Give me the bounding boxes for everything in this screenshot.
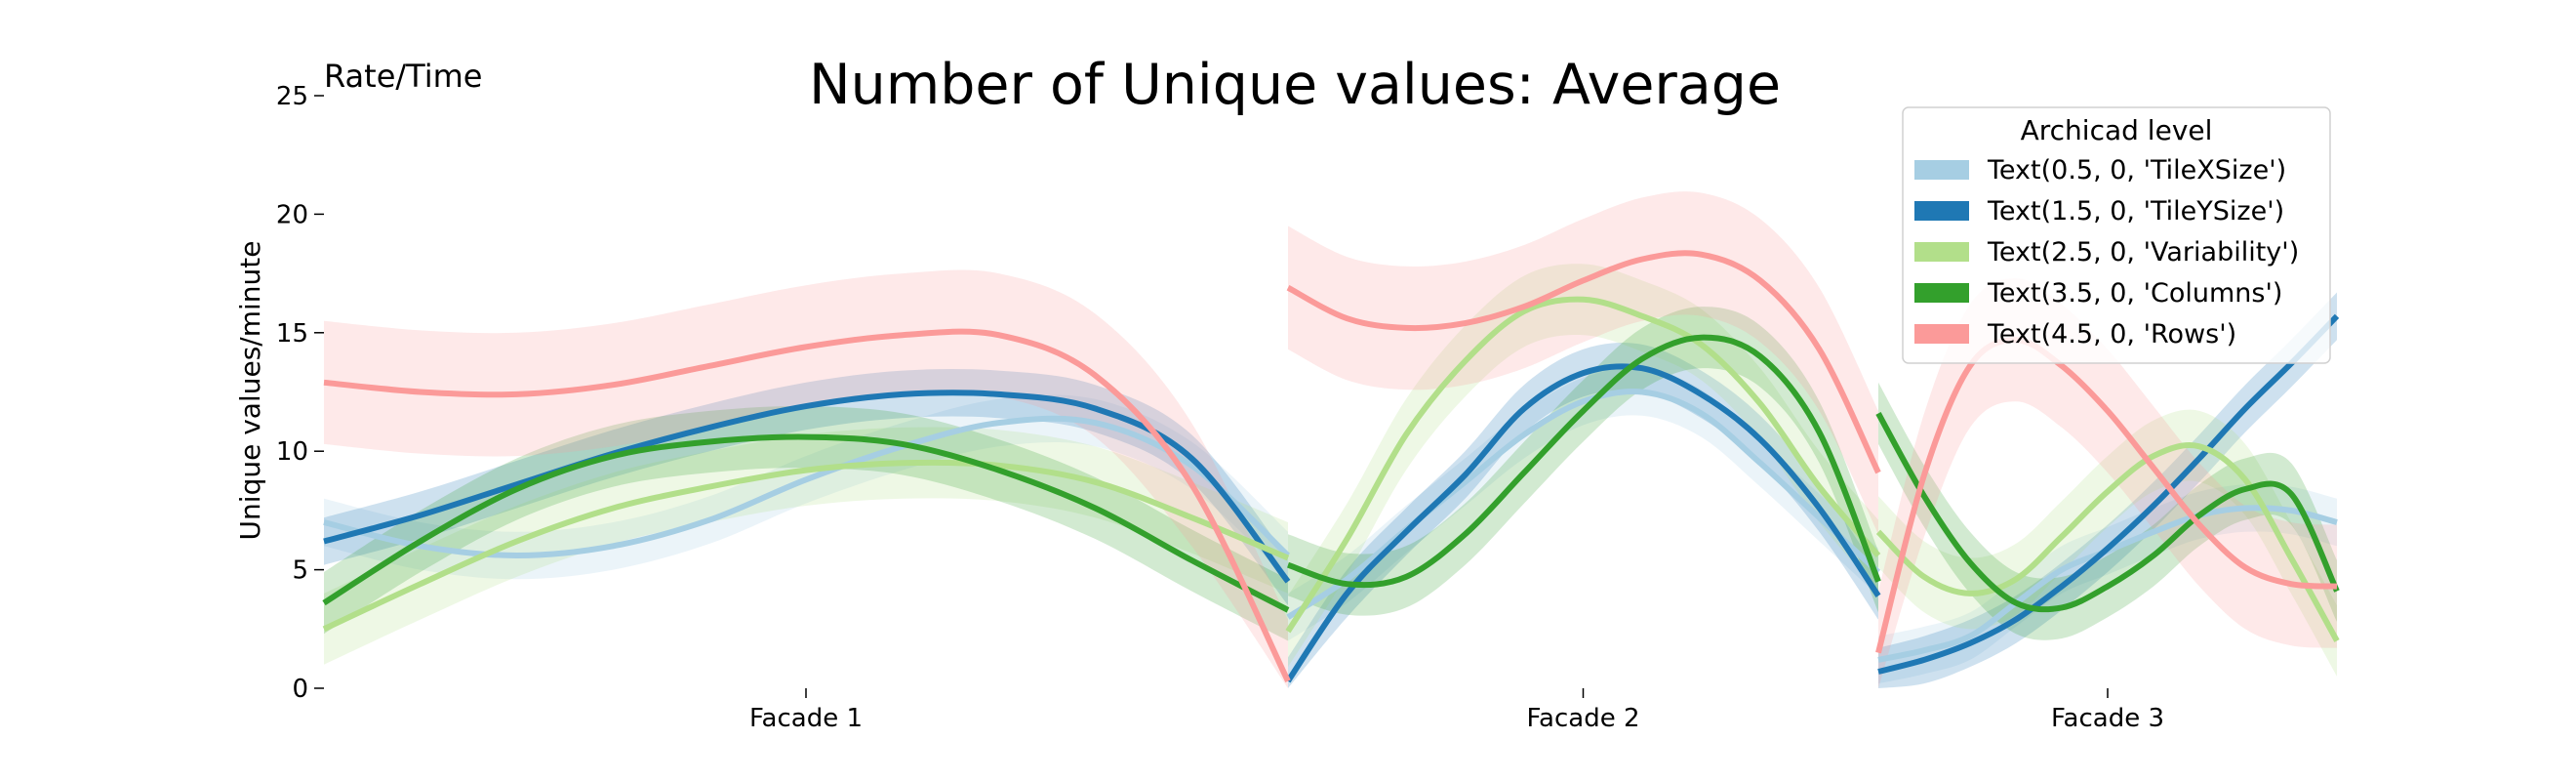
legend-swatch bbox=[1914, 283, 1969, 303]
band-series-3-panel-2 bbox=[1288, 264, 1878, 668]
line-series-4-panel-3 bbox=[1875, 411, 2340, 613]
legend-entry: Text(4.5, 0, 'Rows') bbox=[1987, 319, 2236, 349]
line-series-5-panel-1 bbox=[323, 328, 1291, 683]
line-series-4-panel-1 bbox=[322, 433, 1290, 613]
legend-swatch bbox=[1914, 242, 1969, 262]
y-axis: 0 5 10 15 20 25 bbox=[276, 82, 324, 704]
band-series-4-panel-2 bbox=[1288, 307, 1878, 616]
y-tick-label: 0 bbox=[292, 675, 308, 704]
y-tick-label: 20 bbox=[276, 200, 308, 229]
band-series-3-panel-3 bbox=[1878, 409, 2337, 677]
legend-swatch bbox=[1914, 201, 1969, 221]
line-series-2-panel-3 bbox=[1877, 313, 2340, 675]
legend-entry: Text(3.5, 0, 'Columns') bbox=[1987, 278, 2282, 308]
corner-label: Rate/Time bbox=[324, 58, 482, 95]
legend-title: Archicad level bbox=[2021, 114, 2213, 146]
band-series-2-panel-2 bbox=[1288, 343, 1878, 688]
band-series-5-panel-2 bbox=[1288, 191, 1878, 535]
legend-swatch bbox=[1914, 160, 1969, 180]
y-tick-label: 25 bbox=[276, 82, 308, 111]
x-tick-label: Facade 2 bbox=[1526, 704, 1639, 733]
legend-entry: Text(0.5, 0, 'TileXSize') bbox=[1987, 155, 2286, 185]
line-series-1-panel-1 bbox=[323, 415, 1291, 559]
x-axis: Facade 1 Facade 2 Facade 3 bbox=[749, 688, 2164, 733]
legend-entry: Text(2.5, 0, 'Variability') bbox=[1987, 237, 2299, 267]
line-series-1-panel-2 bbox=[1286, 389, 1881, 620]
line-series-3-panel-2 bbox=[1285, 296, 1881, 634]
legend-swatch bbox=[1914, 324, 1969, 344]
x-tick-label: Facade 3 bbox=[2051, 704, 2164, 733]
y-tick-label: 5 bbox=[292, 556, 308, 586]
line-series-3-panel-1 bbox=[322, 459, 1290, 633]
legend-frame bbox=[1902, 106, 2331, 364]
band-series-4-panel-3 bbox=[1878, 382, 2337, 640]
series-lines bbox=[322, 250, 2340, 683]
chart-title: Number of Unique values: Average bbox=[809, 53, 1781, 117]
x-tick-label: Facade 1 bbox=[749, 704, 863, 733]
line-series-3-panel-3 bbox=[1875, 442, 2340, 642]
band-series-4-panel-1 bbox=[324, 406, 1288, 641]
y-tick-label: 15 bbox=[276, 319, 308, 349]
band-series-1-panel-1 bbox=[324, 394, 1288, 580]
y-axis-label: Unique values/minute bbox=[234, 241, 266, 541]
legend-entry: Text(1.5, 0, 'TileYSize') bbox=[1987, 196, 2284, 226]
line-series-2-panel-2 bbox=[1285, 363, 1881, 683]
line-series-2-panel-1 bbox=[323, 390, 1291, 584]
band-series-5-panel-1 bbox=[324, 269, 1288, 688]
legend: Archicad level Text(0.5, 0, 'TileXSize') T… bbox=[1902, 106, 2331, 364]
band-series-5-panel-3 bbox=[1878, 278, 2337, 688]
line-series-4-panel-2 bbox=[1287, 334, 1881, 589]
y-tick-label: 10 bbox=[276, 437, 308, 467]
line-series-5-panel-2 bbox=[1286, 250, 1881, 474]
line-series-5-panel-3 bbox=[1875, 337, 2338, 654]
